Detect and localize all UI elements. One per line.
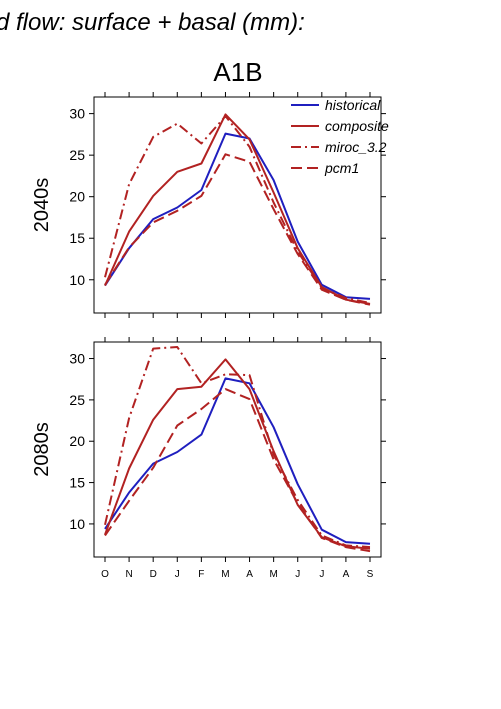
x-tick-label: O <box>101 569 109 580</box>
y-tick-label: 30 <box>69 351 85 367</box>
panel-2080s: 10 15 20 25 30 O N D J F M A M J J A S 2080s <box>31 337 386 580</box>
x-tick-label: A <box>343 569 350 580</box>
y-tick-label: 25 <box>69 147 85 163</box>
legend-label-historical: historical <box>325 97 381 113</box>
y-tick-label: 20 <box>69 433 85 449</box>
y-tick-label: 15 <box>69 230 85 246</box>
plot-frame <box>93 341 382 558</box>
y-tick-label: 10 <box>69 516 85 532</box>
y-tick-label: 10 <box>69 272 85 288</box>
series-line-composite <box>104 358 371 550</box>
y-tick-label: 25 <box>69 392 85 408</box>
x-tick-label: S <box>367 569 374 580</box>
legend-label-pcm1: pcm1 <box>324 160 359 176</box>
panel-label: 2040s <box>31 178 53 233</box>
legend-label-composite: composite <box>325 118 389 134</box>
legend-label-miroc_3.2: miroc_3.2 <box>325 139 387 155</box>
panel-label: 2080s <box>31 422 53 477</box>
page-title: d flow: surface + basal (mm): <box>0 9 305 36</box>
series-line-historical <box>104 377 371 545</box>
y-tick-label: 30 <box>69 106 85 122</box>
x-tick-label: N <box>125 569 132 580</box>
legend: historical composite miroc_3.2 pcm1 <box>291 97 389 176</box>
x-tick-label: M <box>221 569 229 580</box>
plot-frame <box>93 96 382 314</box>
scenario-title: A1B <box>213 57 262 87</box>
y-tick-label: 20 <box>69 189 85 205</box>
x-tick-label: J <box>175 569 180 580</box>
series-line-pcm1 <box>104 153 371 306</box>
x-tick-label: A <box>246 569 253 580</box>
y-tick-label: 15 <box>69 475 85 491</box>
series-line-miroc_3.2 <box>104 346 371 549</box>
series-line-pcm1 <box>104 388 371 553</box>
series-line-historical <box>104 132 371 300</box>
x-tick-label: M <box>269 569 277 580</box>
chart-panels: 10 15 20 25 30 2040s historical composite miroc_… <box>31 92 389 580</box>
series-line-miroc_3.2 <box>104 115 371 304</box>
x-tick-label: J <box>295 569 300 580</box>
panel-2040s: 10 15 20 25 30 2040s historical composite miroc_… <box>31 92 389 318</box>
x-tick-label: J <box>319 569 324 580</box>
x-tick-label: D <box>150 569 157 580</box>
x-tick-label: F <box>198 569 204 580</box>
